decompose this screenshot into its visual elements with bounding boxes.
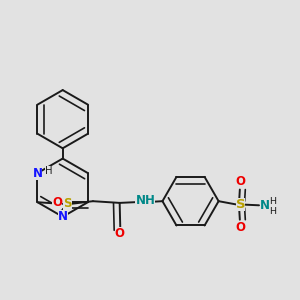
Text: O: O	[52, 196, 62, 209]
Text: H: H	[45, 166, 52, 176]
Text: O: O	[236, 175, 245, 188]
Text: NH: NH	[135, 194, 155, 207]
Text: H: H	[269, 207, 276, 216]
Text: N: N	[32, 167, 43, 180]
Text: N: N	[58, 210, 68, 223]
Text: N: N	[260, 199, 270, 212]
Text: O: O	[236, 221, 245, 234]
Text: S: S	[236, 198, 245, 211]
Text: S: S	[63, 197, 71, 210]
Text: O: O	[115, 227, 125, 240]
Text: H: H	[269, 197, 276, 206]
